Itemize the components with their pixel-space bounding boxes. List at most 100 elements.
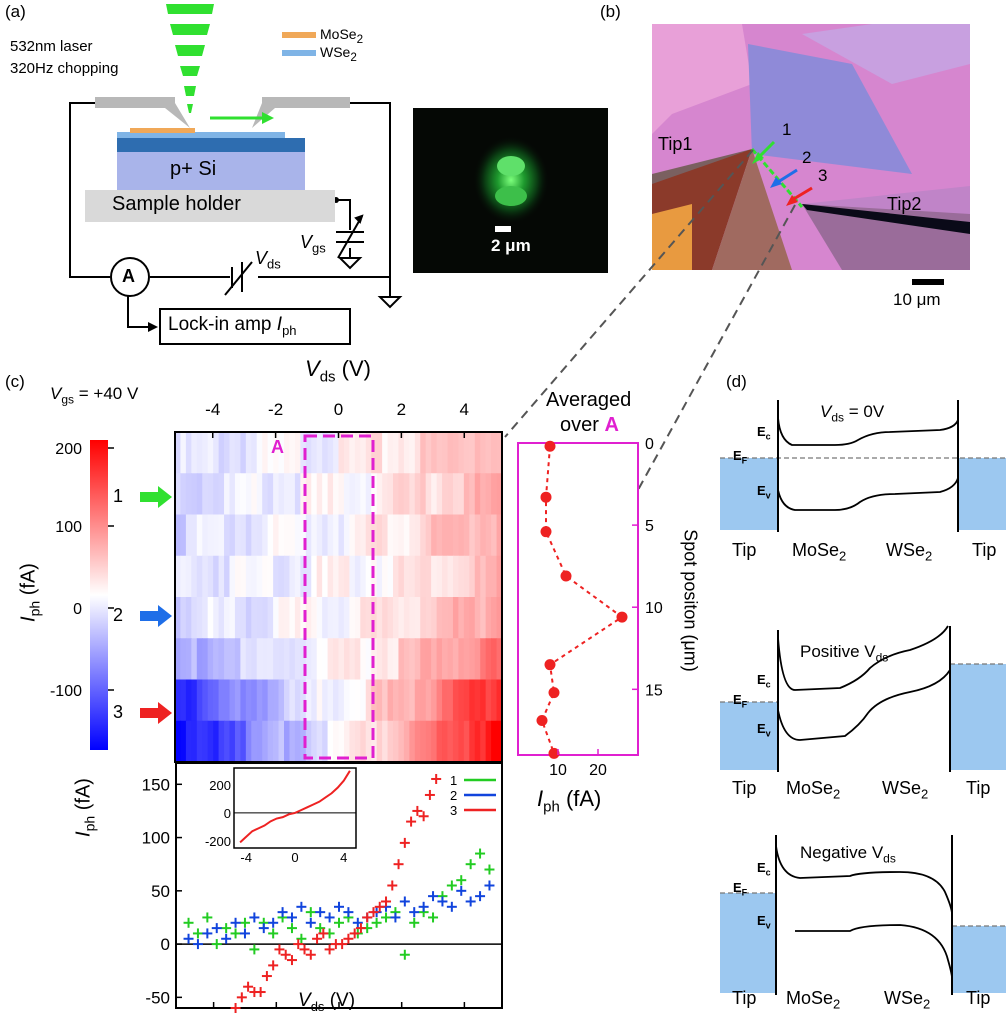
- heatmap-cell: [403, 555, 410, 598]
- heatmap-cell: [202, 473, 209, 516]
- heatmap-cell: [436, 597, 443, 639]
- heatmap-cell: [458, 597, 465, 639]
- heatmap-cell: [284, 432, 291, 474]
- series-3-point: [318, 928, 329, 939]
- heatmap-cell: [491, 514, 498, 557]
- inset-xtick-label: 4: [340, 850, 347, 865]
- band-title-positive: Positive Vds: [800, 642, 889, 665]
- heatmap-cell: [398, 638, 405, 681]
- series-2-point: [399, 896, 410, 907]
- heatmap-cell: [496, 473, 503, 516]
- heatmap-cell: [185, 473, 192, 516]
- laser-wavelength: 532nm laser: [10, 38, 93, 55]
- heatmap-cell: [447, 720, 454, 763]
- heatmap-cell: [365, 514, 372, 557]
- heatmap-cell: [480, 597, 487, 639]
- heatmap-cell: [491, 679, 498, 722]
- heatmap-cell: [229, 720, 236, 763]
- heatmap-cell: [458, 555, 465, 598]
- heatmap-cell: [480, 720, 487, 763]
- heatmap-cell: [224, 679, 231, 722]
- heatmap-cell: [387, 597, 394, 639]
- heatmap-cell: [393, 597, 400, 639]
- heatmap-cell: [284, 638, 291, 681]
- colorbar-tick-label: 0: [73, 601, 82, 618]
- band-wse2-2: WSe2: [882, 778, 929, 802]
- arrow-label-2: 2: [113, 605, 124, 625]
- heatmap-xtick-label: -2: [268, 400, 283, 419]
- heatmap-cell: [474, 597, 481, 639]
- line-ylabel: Iph (fA): [72, 778, 98, 837]
- heatmap-cell: [311, 720, 318, 763]
- heatmap-cell: [224, 597, 231, 639]
- heatmap-cell: [431, 514, 438, 557]
- heatmap-cell: [442, 638, 449, 681]
- heatmap-cell: [376, 720, 383, 763]
- heatmap-cell: [414, 514, 421, 557]
- heatmap-cell: [191, 514, 198, 557]
- heatmap-cell: [218, 638, 225, 681]
- heatmap-cell: [463, 720, 470, 763]
- heatmap-cell: [196, 638, 203, 681]
- heatmap-cell: [300, 514, 307, 557]
- heatmap-cell: [289, 679, 296, 722]
- heatmap-cell: [185, 597, 192, 639]
- band-diagram-positive: [720, 625, 1006, 772]
- avg-plot-frame: [517, 442, 639, 756]
- heatmap-cell: [469, 597, 476, 639]
- heatmap-cell: [338, 473, 345, 516]
- heatmap-cell: [338, 555, 345, 598]
- vgs-value: Vgs = +40 V: [50, 384, 139, 407]
- heatmap-cell: [305, 514, 312, 557]
- series-3-point: [381, 896, 392, 907]
- series-1-point: [399, 949, 410, 960]
- heatmap-cell: [185, 638, 192, 681]
- heatmap-cell: [447, 432, 454, 474]
- heatmap-cell: [474, 473, 481, 516]
- heatmap-cell: [431, 720, 438, 763]
- heatmap-cell: [207, 720, 214, 763]
- heatmap-xtick-label: -4: [205, 400, 220, 419]
- heatmap-cell: [251, 597, 258, 639]
- heatmap-cell: [322, 679, 329, 722]
- heatmap-cell: [175, 473, 182, 516]
- heatmap-cell: [376, 638, 383, 681]
- heatmap-cell: [278, 432, 285, 474]
- heatmap-cell: [463, 597, 470, 639]
- heatmap-cell: [469, 679, 476, 722]
- heatmap-cell: [213, 514, 220, 557]
- avg-point: [540, 491, 552, 503]
- heatmap-cell: [273, 473, 280, 516]
- heatmap-cell: [322, 597, 329, 639]
- heatmap-cell: [458, 638, 465, 681]
- heatmap-cell: [251, 638, 258, 681]
- heatmap-cell: [420, 473, 427, 516]
- heatmap-cell: [376, 597, 383, 639]
- heatmap-cell: [382, 638, 389, 681]
- series-3-point: [305, 949, 316, 960]
- heatmap-cell: [316, 597, 323, 639]
- heatmap-cell: [311, 514, 318, 557]
- spot-scale-label: 2 μm: [491, 236, 531, 255]
- line-ytick-label: 50: [151, 882, 170, 901]
- heatmap-cell: [425, 597, 432, 639]
- heatmap-cell: [333, 432, 340, 474]
- heatmap-cell: [262, 432, 269, 474]
- inset-ytick-label: 200: [209, 778, 231, 793]
- heatmap-cell: [202, 555, 209, 598]
- series-1-point: [268, 928, 279, 939]
- heatmap-cell: [343, 679, 350, 722]
- heatmap-cell: [300, 638, 307, 681]
- heatmap-cell: [229, 597, 236, 639]
- heatmap-cell: [333, 597, 340, 639]
- heatmap-cell: [414, 720, 421, 763]
- heatmap-cell: [327, 597, 334, 639]
- series-3-point: [349, 928, 360, 939]
- heatmap-cell: [338, 720, 345, 763]
- band-mose2-2: MoSe2: [786, 778, 841, 802]
- heatmap-cell: [463, 432, 470, 474]
- heatmap-cell: [202, 432, 209, 474]
- heatmap-cell: [316, 432, 323, 474]
- heatmap-cell: [414, 679, 421, 722]
- vgs-label: Vgs: [300, 232, 326, 256]
